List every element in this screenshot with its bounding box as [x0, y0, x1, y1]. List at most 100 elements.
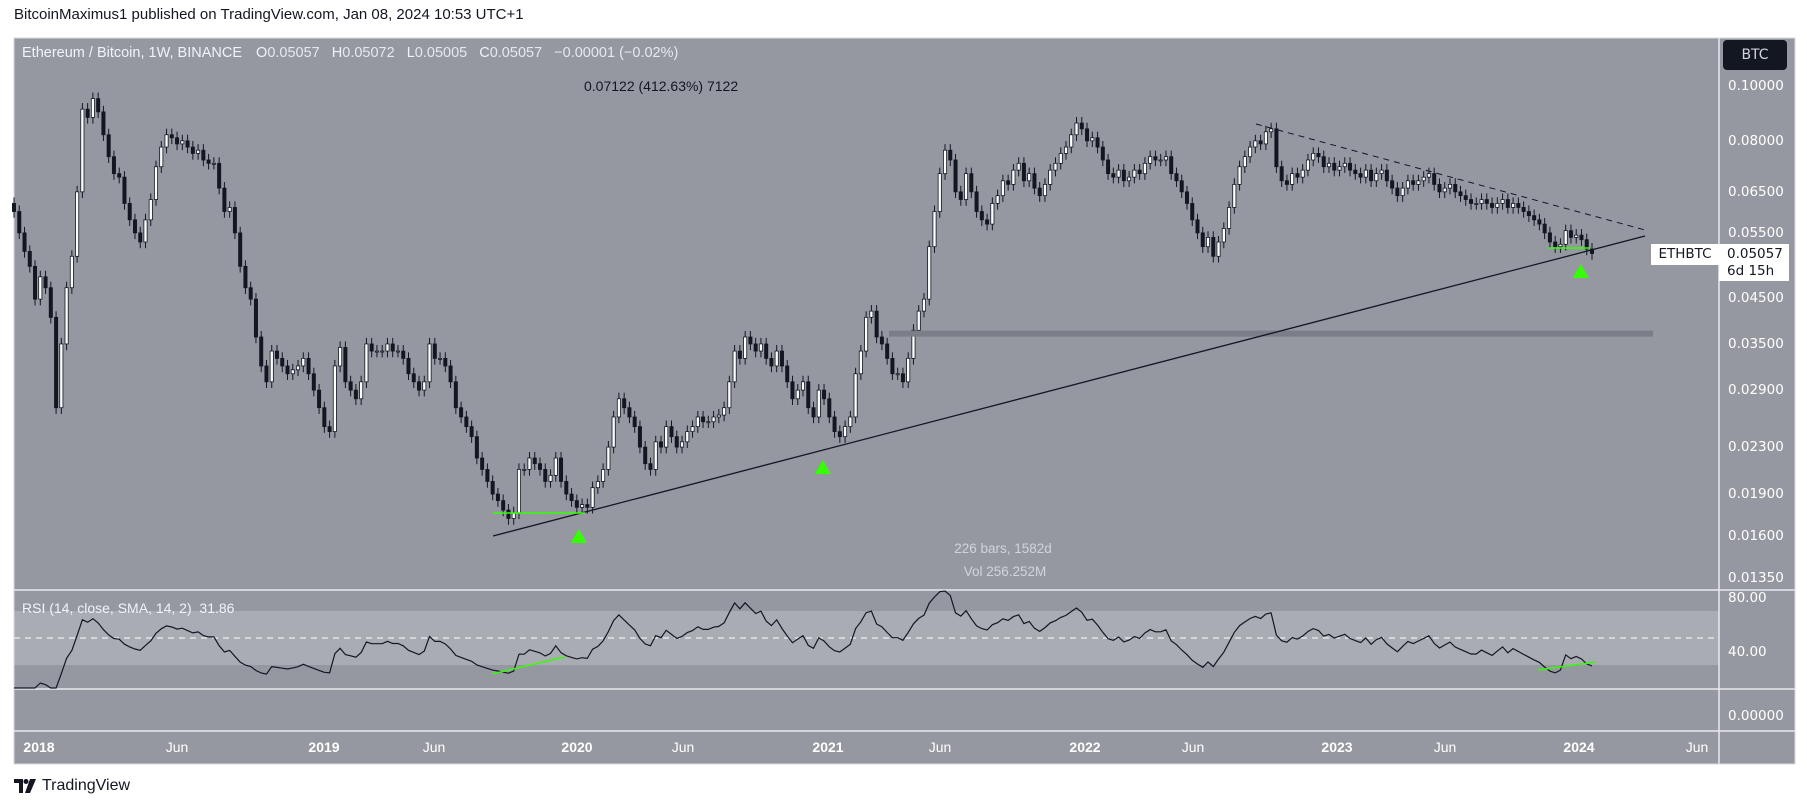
candle: [22, 226, 27, 258]
candle-body-bearish: [48, 287, 53, 318]
candle-body-bullish: [1127, 176, 1132, 182]
candle: [243, 260, 248, 294]
candle-body-bearish: [232, 207, 237, 234]
candle-body-bullish: [395, 350, 400, 353]
candle: [643, 441, 648, 470]
candle: [716, 409, 721, 424]
candle: [616, 392, 621, 424]
candle: [374, 344, 379, 358]
candle-body-bearish: [811, 407, 816, 418]
candle-body-bearish: [222, 187, 227, 212]
candle-body-bearish: [485, 469, 490, 482]
candle: [958, 185, 963, 206]
candle: [64, 281, 69, 351]
candle: [1200, 226, 1205, 253]
candle: [1195, 213, 1200, 240]
candle: [979, 205, 984, 227]
candle: [338, 341, 343, 373]
candle-body-bearish: [448, 365, 453, 383]
candle-body-bearish: [464, 416, 469, 428]
candle: [658, 435, 663, 454]
candle-body-bearish: [406, 357, 411, 375]
rsi-divergence-line[interactable]: [1537, 661, 1597, 671]
drawings-layer[interactable]: [492, 123, 1653, 543]
candle-body-bearish: [948, 149, 953, 161]
candle: [737, 344, 742, 365]
symbol-title[interactable]: Ethereum / Bitcoin, 1W, BINANCE: [22, 45, 242, 61]
candle-body-bearish: [974, 191, 979, 212]
green-arrow-up-icon[interactable]: [1573, 264, 1589, 278]
candle: [1269, 122, 1274, 139]
candle-body-bearish: [85, 108, 90, 118]
candle: [648, 457, 653, 476]
candle: [748, 330, 753, 351]
candle-body-bearish: [879, 336, 884, 345]
candle: [464, 410, 469, 433]
change-value: −0.00001 (−0.02%): [554, 45, 679, 61]
candle-body-bullish: [1447, 183, 1452, 189]
candle: [722, 401, 727, 422]
candle: [1106, 153, 1111, 180]
rsi-legend[interactable]: RSI (14, close, SMA, 14, 2) 31.86: [22, 600, 234, 616]
rsi-divergence-line[interactable]: [491, 656, 566, 675]
candle: [369, 337, 374, 358]
candle: [711, 410, 716, 428]
candle-body-bullish: [1158, 159, 1163, 162]
candle: [753, 337, 758, 358]
candle-body-bearish: [1095, 137, 1100, 148]
candle: [1121, 164, 1126, 187]
lower-pane-tick: 0.00000: [1728, 708, 1784, 724]
price-tick-label: 0.02900: [1728, 382, 1784, 399]
candle: [974, 185, 979, 218]
candle-body-bearish: [54, 316, 59, 409]
candle-body-bearish: [1411, 180, 1416, 185]
candle: [106, 128, 111, 163]
candle: [48, 281, 53, 324]
candle-body-bullish: [1474, 203, 1479, 205]
candle: [1348, 157, 1353, 177]
candle: [164, 128, 169, 154]
candle: [1037, 182, 1042, 202]
candle: [1163, 150, 1168, 167]
candle-body-bearish: [306, 357, 311, 375]
candle: [101, 105, 106, 141]
candle: [301, 352, 306, 373]
candle-body-bearish: [495, 493, 500, 501]
candle-body-bearish: [1490, 203, 1495, 208]
candle: [1416, 174, 1421, 191]
candle-body-bearish: [559, 457, 564, 482]
candle: [432, 337, 437, 365]
candle-body-bearish: [543, 469, 548, 482]
candle-body-bearish: [969, 173, 974, 193]
green-arrow-up-icon[interactable]: [571, 529, 587, 543]
candle: [1253, 134, 1258, 154]
candle-body-bearish: [890, 357, 895, 375]
low-label: L: [406, 45, 415, 61]
last-price-label: 0.05057 6d 15h: [1719, 244, 1789, 281]
symbol-legend[interactable]: Ethereum / Bitcoin, 1W, BINANCE O0.05057…: [22, 45, 686, 61]
candle: [143, 213, 148, 249]
candle-body-bullish: [695, 416, 700, 428]
candle-body-bearish: [874, 310, 879, 338]
candle-body-bearish: [822, 389, 827, 400]
descending-trendline-dashed[interactable]: [1255, 123, 1646, 231]
candle-body-bearish: [280, 357, 285, 367]
green-arrow-up-icon[interactable]: [815, 460, 831, 474]
candle: [1258, 134, 1263, 151]
candle: [801, 375, 806, 397]
candle: [474, 430, 479, 465]
candle-body-bearish: [1079, 122, 1084, 130]
candle-body-bullish: [1405, 180, 1410, 189]
candle: [732, 344, 737, 389]
candle: [222, 182, 227, 218]
candle: [811, 401, 816, 424]
candle-body-bearish: [1211, 236, 1216, 257]
candle: [995, 189, 1000, 210]
candle: [1542, 218, 1547, 240]
tradingview-logo[interactable]: TradingView: [14, 777, 130, 795]
candle: [1411, 174, 1416, 191]
candle: [1590, 242, 1595, 260]
ascending-trendline[interactable]: [492, 235, 1646, 537]
currency-button[interactable]: BTC: [1723, 40, 1787, 70]
